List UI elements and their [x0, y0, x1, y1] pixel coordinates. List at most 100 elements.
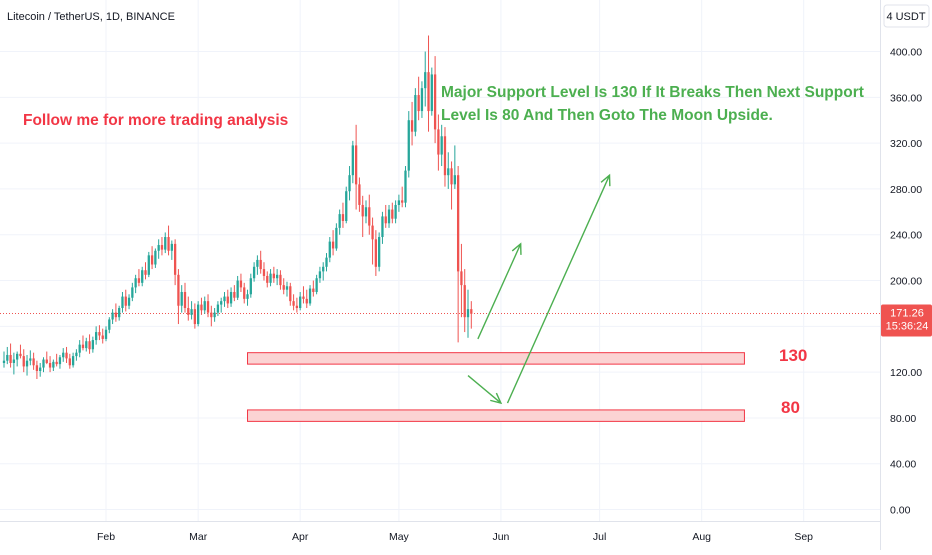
- price-tick-label: 320.00: [890, 138, 922, 150]
- price-tick-label: 240.00: [890, 230, 922, 242]
- candle-body: [206, 301, 210, 313]
- candle-body: [216, 304, 220, 313]
- candle-body: [127, 297, 131, 306]
- candle-body: [104, 329, 108, 339]
- last-price-tag: 171.26 15:36:24: [881, 304, 932, 337]
- candle-body: [124, 296, 127, 306]
- candle-body: [420, 88, 424, 112]
- candle-body: [154, 250, 157, 265]
- time-tick-label: Feb: [97, 531, 115, 543]
- candle-body: [108, 319, 111, 330]
- candle-body: [88, 341, 91, 350]
- candle-body: [229, 291, 233, 304]
- candle-body: [42, 359, 45, 368]
- candle-body: [397, 200, 401, 205]
- candle-body: [223, 296, 226, 302]
- candle-body: [308, 288, 312, 304]
- candle-body: [68, 358, 71, 366]
- candle-body: [331, 241, 335, 249]
- candle-body: [121, 296, 124, 309]
- follow-annotation: Follow me for more trading analysis: [23, 112, 288, 129]
- candle-body: [85, 341, 88, 349]
- candle-body: [387, 209, 391, 224]
- candle-body: [456, 175, 460, 272]
- candle-body: [210, 312, 213, 318]
- candle-body: [404, 170, 407, 203]
- candle-body: [328, 241, 331, 258]
- time-axis[interactable]: Feb Mar Apr May Jun Jul Aug Sep: [97, 531, 813, 543]
- candle-body: [447, 168, 450, 176]
- candle-body: [200, 304, 203, 311]
- candle-body: [354, 145, 358, 185]
- arrow-shaft: [477, 243, 522, 340]
- candle-body: [443, 136, 447, 176]
- candle-body: [197, 304, 200, 325]
- candle-body: [147, 255, 150, 275]
- candle-body: [410, 120, 414, 132]
- grid-lines: [0, 0, 880, 521]
- candle-body: [75, 352, 78, 357]
- price-tick-label: 200.00: [890, 276, 922, 288]
- candle-body: [187, 308, 190, 315]
- arrow-shaft: [506, 174, 611, 404]
- candle-body: [226, 296, 229, 304]
- candle-body: [118, 308, 121, 318]
- symbol-title: Litecoin / TetherUS, 1D, BINANCE: [7, 11, 175, 23]
- candle-body: [183, 291, 187, 309]
- currency-button[interactable]: 4 USDT: [883, 4, 930, 28]
- candle-body: [417, 95, 420, 112]
- candle-body: [279, 274, 282, 286]
- support-annotation-line-1: Major Support Level Is 130 If It Breaks …: [441, 84, 864, 101]
- candle-body: [131, 287, 134, 298]
- candle-body: [134, 278, 137, 288]
- candle-body: [450, 168, 453, 185]
- time-tick-label: Jul: [593, 531, 606, 543]
- candle-body: [12, 359, 16, 363]
- candle-body: [414, 95, 417, 132]
- candle-body: [433, 74, 437, 130]
- candle-body: [25, 360, 29, 367]
- candle-body: [246, 294, 249, 299]
- annotation-arrows: [467, 173, 611, 405]
- candle-body: [394, 204, 397, 219]
- candle-body: [407, 120, 410, 171]
- candle-body: [180, 291, 183, 306]
- candle-body: [2, 360, 6, 363]
- arrow-shaft: [467, 375, 502, 404]
- candle-body: [137, 278, 141, 283]
- candle-body: [440, 136, 443, 155]
- candle-body: [351, 145, 354, 176]
- candle-body: [335, 227, 338, 249]
- candle-body: [318, 271, 322, 279]
- candle-body: [62, 352, 65, 358]
- candle-body: [78, 344, 81, 353]
- candle-body: [364, 207, 368, 217]
- candle-body: [430, 74, 433, 112]
- candle-body: [144, 270, 147, 275]
- candle-body: [371, 225, 374, 240]
- candle-body: [239, 280, 243, 288]
- candle-body: [91, 340, 95, 350]
- candle-body: [213, 312, 216, 318]
- candle-body: [167, 237, 170, 251]
- arrow-head: [490, 392, 503, 405]
- zone-80-label: 80: [781, 398, 800, 417]
- candle-body: [157, 245, 160, 251]
- candle-body: [170, 243, 173, 251]
- candle-body: [65, 352, 68, 359]
- candle-body: [9, 354, 12, 363]
- candle-body: [16, 353, 19, 360]
- candle-body: [374, 239, 378, 267]
- candle-body: [58, 357, 62, 365]
- candle-body: [193, 309, 197, 325]
- support-zone-80: [247, 409, 745, 422]
- candle-body: [111, 312, 114, 320]
- candle-body: [282, 285, 285, 290]
- candle-body: [259, 259, 262, 270]
- candle-body: [292, 301, 295, 306]
- candle-body: [322, 266, 325, 272]
- candle-body: [275, 274, 279, 279]
- support-zones: [247, 352, 745, 422]
